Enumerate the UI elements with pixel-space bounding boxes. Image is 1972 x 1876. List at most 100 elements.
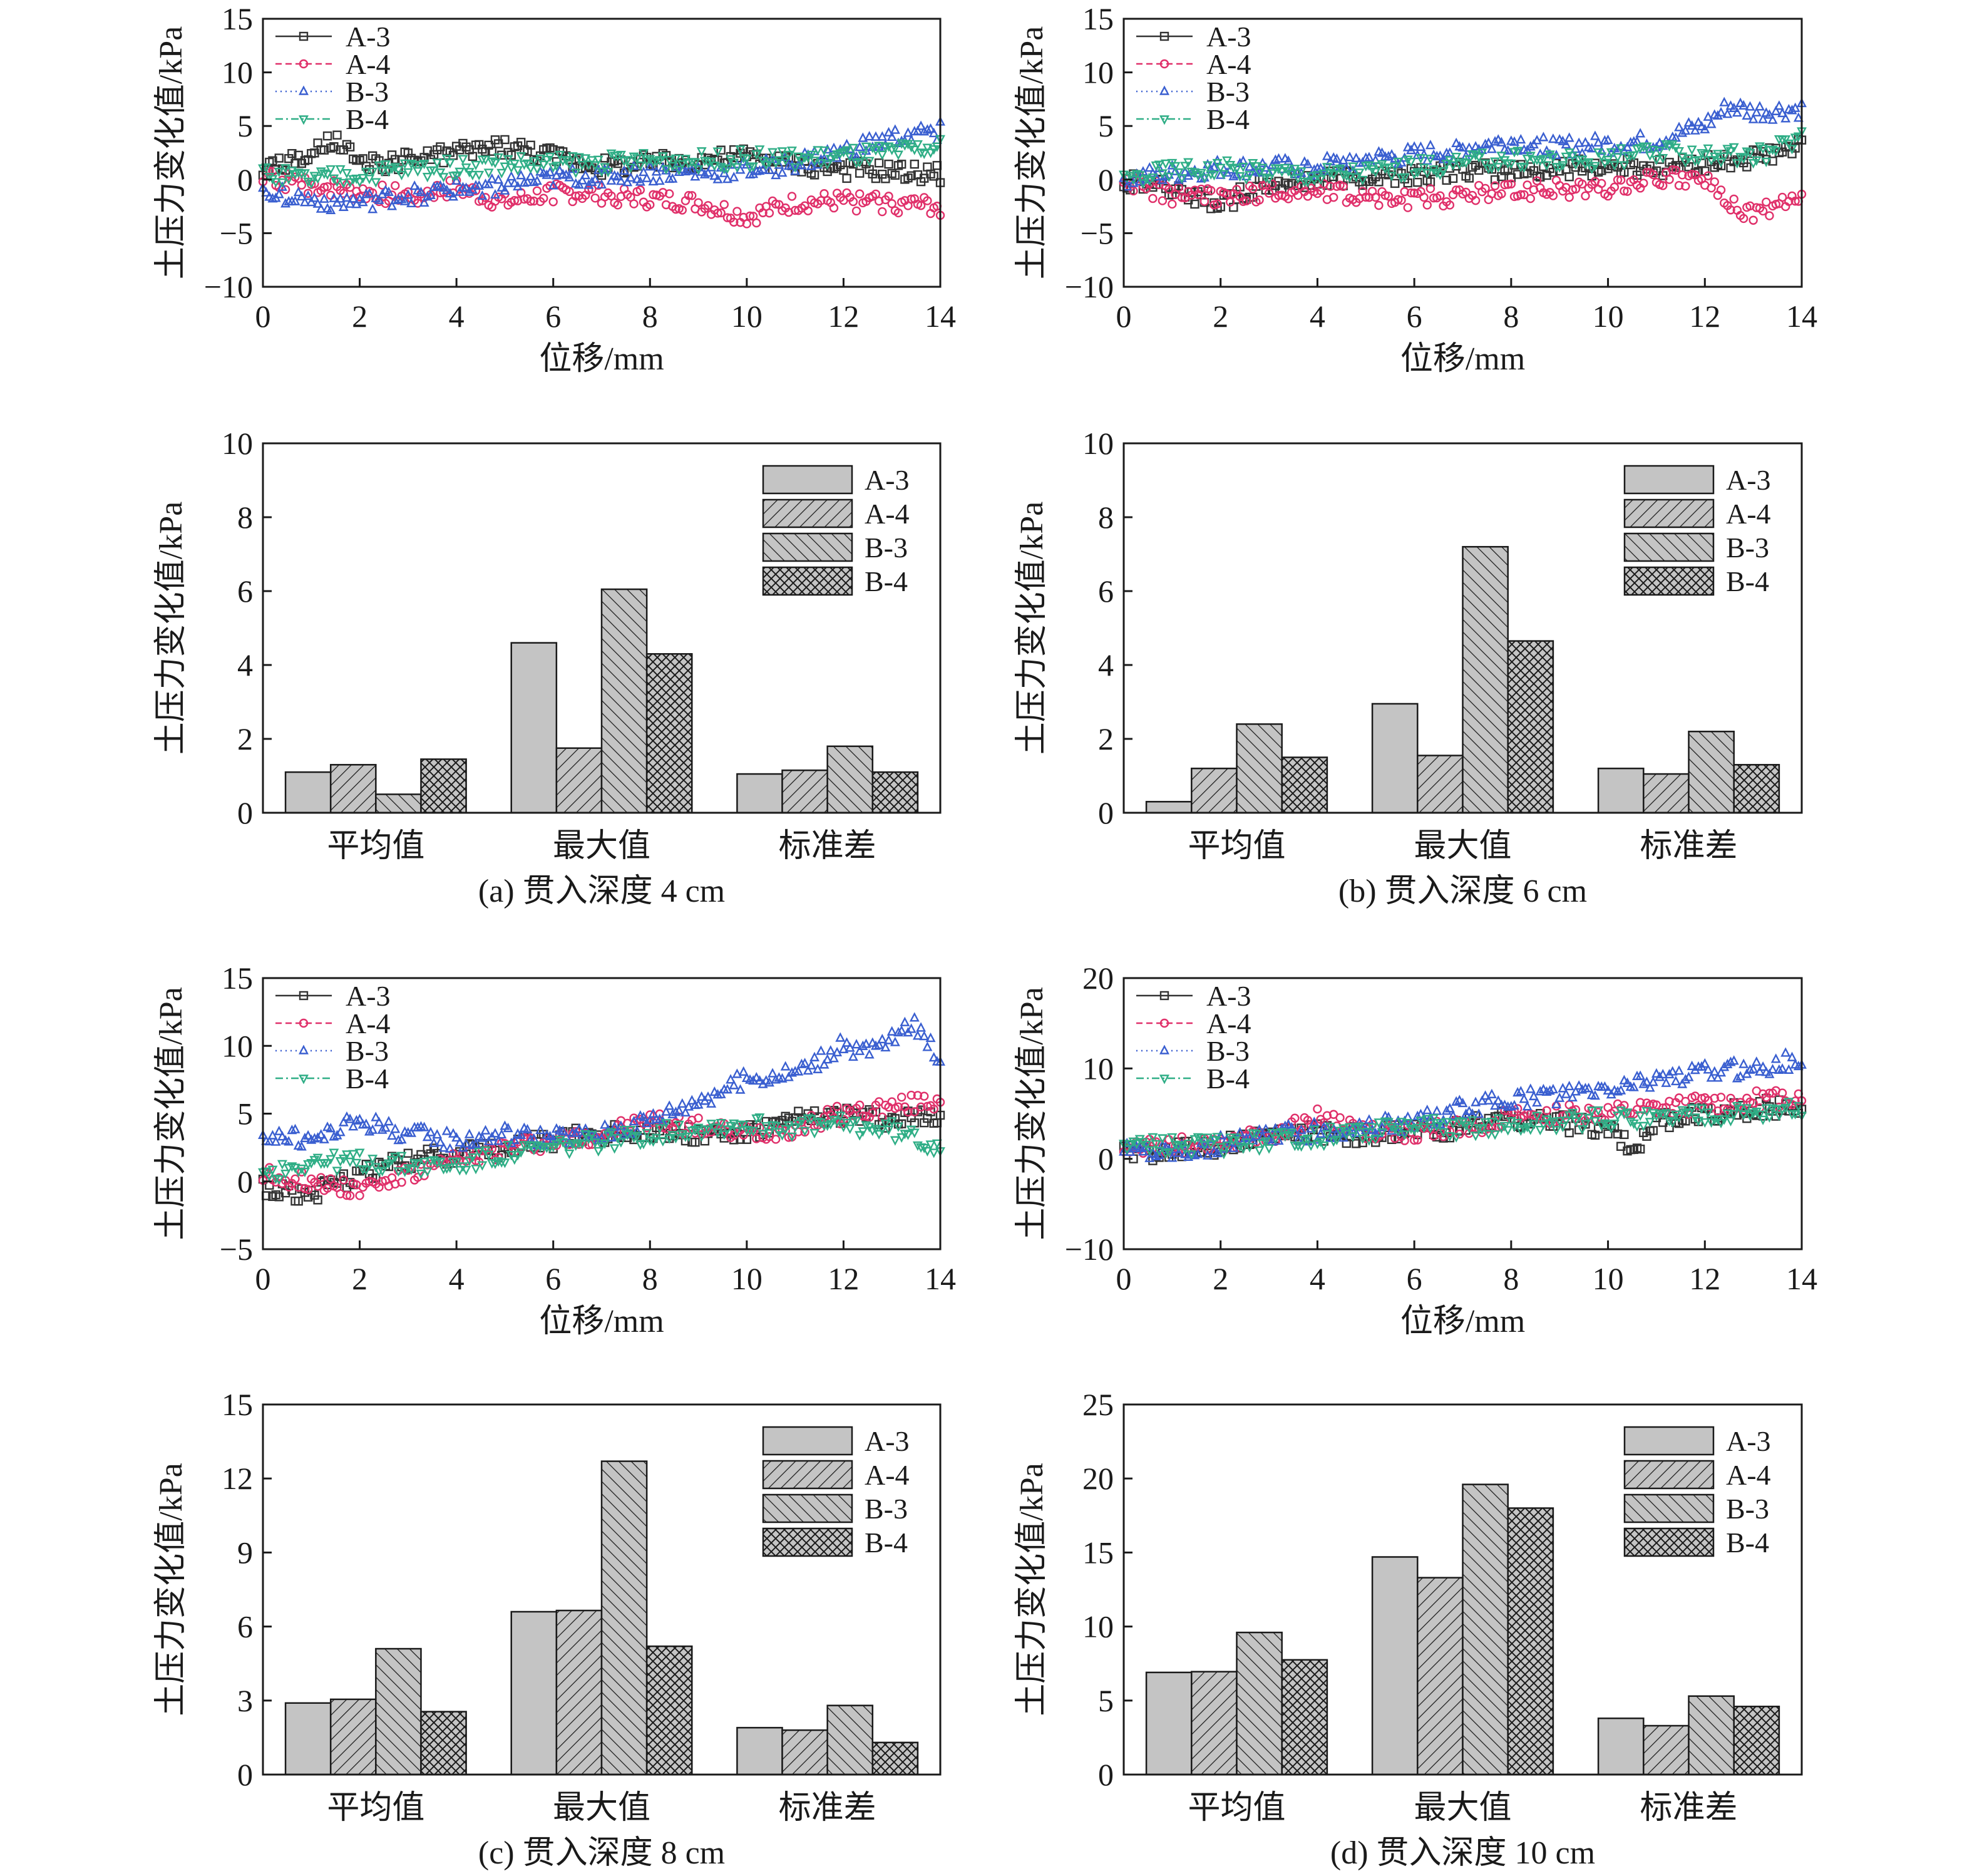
- d-line-point: [1586, 1106, 1597, 1116]
- b-line-point: [1387, 149, 1397, 159]
- c-line-point: [361, 1165, 371, 1175]
- c-line-point: [883, 1034, 894, 1044]
- b-line-point: [1276, 167, 1287, 177]
- a-line-point: [809, 170, 819, 180]
- d-line-point: [1270, 1134, 1281, 1145]
- c-line-point: [719, 1130, 729, 1140]
- c-line-point: [561, 1142, 572, 1152]
- a-line-point: [877, 150, 888, 160]
- b-line-point: [1268, 179, 1277, 189]
- a-line-point: [777, 167, 788, 177]
- a-line-point: [503, 177, 513, 187]
- c-line-point: [777, 1131, 788, 1141]
- b-bar-bar-B-4: [1733, 764, 1780, 814]
- b-line-point: [1625, 137, 1636, 147]
- c-line-point: [383, 1116, 394, 1126]
- c-line-point: [806, 1115, 816, 1125]
- a-line-point: [593, 164, 603, 174]
- b-bar-bar-B-4: [1507, 640, 1554, 814]
- b-line-point: [1532, 176, 1542, 185]
- c-line-point: [880, 1119, 891, 1130]
- a-line-point: [261, 163, 272, 173]
- b-line-point: [1189, 168, 1200, 178]
- b-line-point: [1774, 100, 1784, 110]
- c-bar-ytick-label: 3: [237, 1683, 253, 1718]
- a-bar-bar-A-3: [284, 771, 332, 814]
- a-line-point: [909, 145, 920, 155]
- b-line-point: [1581, 191, 1590, 201]
- d-line-xtick-label: 6: [1407, 1261, 1422, 1296]
- c-line-point: [684, 1132, 694, 1142]
- a-line-point: [890, 124, 900, 134]
- b-bar-category-label: 平均值: [1188, 828, 1285, 864]
- d-line-point: [1544, 1085, 1555, 1095]
- a-line-point: [506, 150, 516, 160]
- c-line-ytick-label: 15: [222, 961, 253, 996]
- a-line-point: [451, 171, 462, 181]
- b-line-point: [1600, 158, 1610, 168]
- c-line-legend-marker: [299, 1018, 309, 1028]
- d-line-point: [1502, 1126, 1513, 1136]
- d-line-point: [1370, 1135, 1381, 1145]
- b-line-point: [1548, 153, 1558, 163]
- a-line-point: [545, 152, 555, 163]
- c-line-ylabel: 土压力变化值/kPa: [153, 987, 189, 1240]
- b-line-point: [1745, 148, 1755, 159]
- d-line-point: [1441, 1118, 1452, 1128]
- a-line-point: [309, 172, 320, 182]
- d-line-point: [1613, 1111, 1623, 1121]
- d-line-legend-label: B-4: [1206, 1063, 1250, 1095]
- a-line-point: [861, 142, 871, 152]
- d-line-point: [1687, 1060, 1697, 1070]
- c-line-point: [290, 1123, 300, 1133]
- d-line-point: [1777, 1063, 1788, 1073]
- c-bar-category-label: 最大值: [553, 1790, 650, 1826]
- a-line-legend-marker: [299, 115, 309, 125]
- b-line-point: [1457, 142, 1468, 152]
- c-line-point: [316, 1173, 326, 1182]
- a-bar-bar-A-4: [555, 747, 603, 814]
- b-line-point: [1674, 181, 1684, 190]
- a-line-point: [367, 167, 378, 177]
- a-line-point: [729, 172, 739, 182]
- c-line-point: [629, 1116, 639, 1126]
- a-bar-bar-B-3: [600, 588, 648, 814]
- a-line-point: [657, 162, 668, 172]
- c-line-point: [787, 1132, 797, 1142]
- c-line-point: [761, 1121, 771, 1132]
- c-line-point: [606, 1128, 617, 1138]
- b-bar-ytick-label: 0: [1098, 795, 1114, 830]
- b-line-point: [1137, 179, 1148, 189]
- d-line-point: [1710, 1093, 1719, 1103]
- b-line-point: [1506, 159, 1516, 169]
- d-line-point: [1667, 1118, 1678, 1128]
- c-line-point: [280, 1169, 291, 1180]
- b-line-point: [1390, 162, 1400, 172]
- d-line-point: [1183, 1140, 1194, 1150]
- d-line-point: [1193, 1148, 1203, 1158]
- a-bar-plot-frame: [262, 442, 942, 814]
- b-bar-ytick-label: 4: [1098, 647, 1114, 683]
- b-bar-legend-swatch: [1623, 566, 1715, 596]
- d-line-point: [1405, 1125, 1416, 1135]
- b-line-point: [1444, 156, 1455, 166]
- d-bar-bar-A-3: [1597, 1717, 1645, 1776]
- a-line-point: [699, 168, 710, 178]
- b-line-point: [1658, 181, 1668, 190]
- d-bar-category-label: 标准差: [1640, 1790, 1737, 1826]
- c-line-point: [806, 1059, 816, 1069]
- d-line-point: [1728, 1055, 1739, 1065]
- a-line-xtick-label: 2: [352, 299, 367, 334]
- a-line-point: [471, 160, 481, 171]
- b-line-point: [1425, 184, 1435, 193]
- b-line-point: [1609, 161, 1620, 171]
- d-line-legend: A-3A-4B-3B-4: [1136, 980, 1251, 1095]
- b-line-point: [1558, 135, 1568, 145]
- c-line-point: [516, 1129, 526, 1140]
- b-line-point: [1674, 147, 1685, 157]
- a-line-point: [615, 150, 626, 161]
- a-line-point: [535, 154, 546, 165]
- d-line-point: [1774, 1064, 1784, 1074]
- b-line-point: [1345, 173, 1355, 183]
- b-line-point: [1516, 134, 1526, 144]
